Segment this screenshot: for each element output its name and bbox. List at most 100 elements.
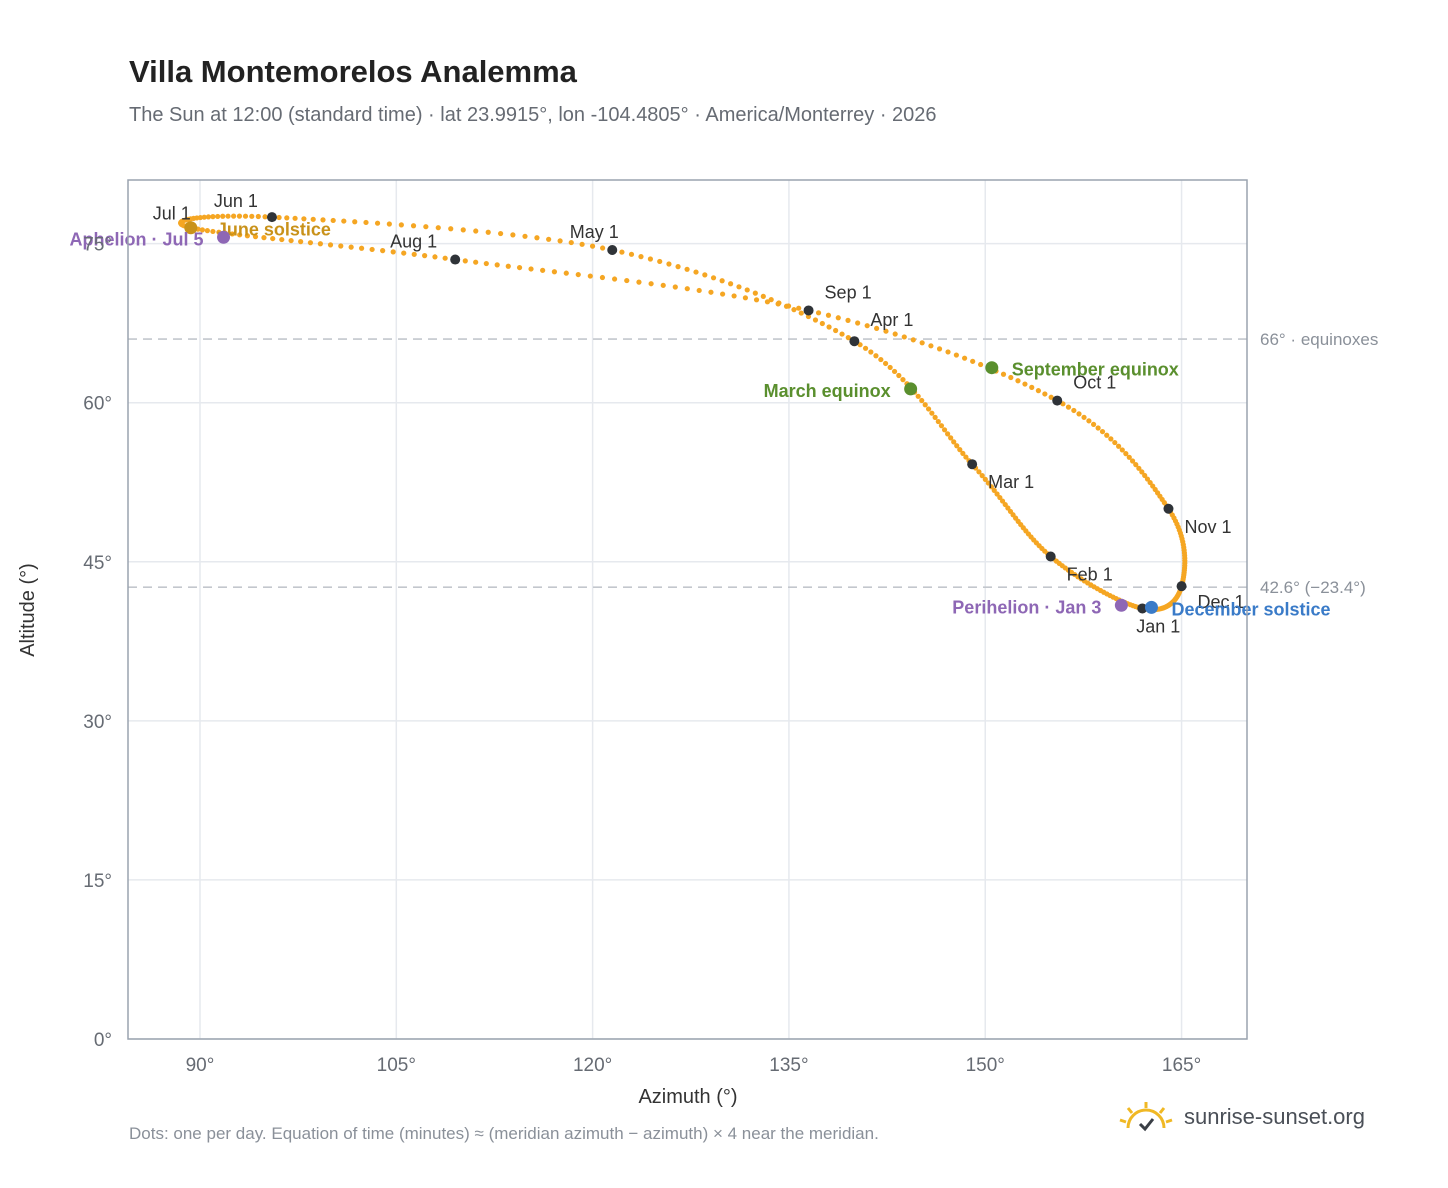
- daily-sun-dot: [708, 289, 714, 295]
- daily-sun-dot: [936, 346, 943, 352]
- event-marker-dot: [217, 230, 231, 244]
- daily-sun-dot: [534, 235, 540, 241]
- daily-sun-dot: [1123, 451, 1129, 457]
- daily-sun-dot: [1139, 469, 1145, 475]
- month-marker-dot: [266, 212, 277, 223]
- brand[interactable]: sunrise-sunset.org: [1118, 1100, 1365, 1134]
- daily-sun-dot: [1108, 436, 1114, 442]
- daily-sun-dot: [660, 282, 666, 288]
- daily-sun-dot: [380, 248, 386, 254]
- daily-sun-dot: [201, 214, 207, 220]
- daily-sun-dot: [611, 276, 618, 282]
- daily-sun-dot: [864, 323, 870, 329]
- daily-sun-dot: [599, 274, 606, 281]
- daily-sun-dot: [369, 246, 375, 253]
- daily-sun-dot: [742, 295, 749, 301]
- daily-sun-dot: [862, 345, 869, 351]
- daily-sun-dot: [199, 227, 205, 233]
- daily-sun-dot: [994, 491, 1000, 497]
- daily-sun-dot: [292, 215, 298, 221]
- x-tick-label: 150°: [966, 1055, 1005, 1076]
- daily-sun-dot: [252, 234, 259, 240]
- daily-sun-dot: [882, 360, 889, 367]
- daily-sun-dot: [540, 267, 546, 273]
- axes: 90° 105° 120° 135° 150° 165° 0° 15° 30° 45° 60° 75°: [83, 235, 1201, 1076]
- daily-sun-dot: [587, 273, 593, 279]
- daily-sun-dot: [510, 232, 516, 238]
- chart-subtitle: The Sun at 12:00 (standard time) · lat 2…: [129, 104, 937, 126]
- month-marker-label: Aug 1: [390, 232, 437, 252]
- daily-sun-dot: [960, 450, 966, 456]
- daily-sun-dot: [675, 264, 681, 270]
- daily-sun-dot: [997, 494, 1003, 501]
- daily-sun-dot: [900, 377, 906, 383]
- daily-sun-dot: [320, 217, 326, 223]
- month-marker-dot: [803, 305, 814, 316]
- daily-sun-dot: [720, 291, 726, 297]
- daily-sun-dot: [791, 307, 797, 313]
- daily-sun-dot: [935, 418, 941, 425]
- sun-logo-icon: [1119, 1102, 1173, 1132]
- daily-sun-dot: [261, 235, 267, 241]
- daily-sun-dot: [386, 221, 392, 227]
- daily-sun-dot: [928, 343, 934, 349]
- daily-sun-dot: [932, 414, 938, 420]
- daily-sun-dot: [307, 240, 314, 246]
- daily-sun-dot: [310, 216, 316, 222]
- daily-sun-dot: [568, 239, 574, 246]
- daily-sun-dot: [255, 213, 261, 220]
- daily-sun-dot: [619, 249, 625, 255]
- x-tick-label: 165°: [1162, 1055, 1201, 1076]
- daily-sun-dot: [775, 301, 781, 307]
- event-marker-label: June solstice: [217, 220, 331, 240]
- daily-sun-dot: [485, 229, 491, 235]
- daily-sun-dot: [919, 397, 925, 404]
- daily-sun-dot: [702, 272, 708, 278]
- daily-sun-dot: [505, 263, 511, 269]
- month-marker-label: May 1: [570, 222, 619, 242]
- x-tick-label: 105°: [377, 1055, 416, 1076]
- daily-sun-dot: [494, 262, 500, 268]
- daily-sun-dot: [915, 393, 921, 399]
- daily-sun-dot: [752, 290, 758, 296]
- daily-sun-dot: [922, 402, 928, 408]
- daily-sun-dot: [825, 312, 832, 318]
- daily-sun-dot: [954, 443, 960, 449]
- daily-sun-dot: [948, 435, 954, 441]
- daily-sun-dot: [374, 220, 381, 226]
- daily-sun-dot: [1065, 404, 1072, 410]
- month-marker-dot: [849, 336, 860, 347]
- daily-sun-dot: [358, 245, 365, 251]
- daily-sun-dot: [815, 310, 822, 316]
- daily-sun-dot: [483, 260, 489, 267]
- daily-sun-dot: [953, 352, 959, 358]
- daily-sun-dot: [785, 303, 792, 309]
- daily-sun-dot: [327, 242, 334, 248]
- daily-sun-dot: [589, 243, 596, 249]
- daily-sun-dot: [220, 213, 226, 219]
- daily-sun-dot: [696, 287, 702, 294]
- daily-sun-dot: [901, 334, 907, 340]
- daily-sun-dot: [796, 305, 802, 311]
- month-marker-label: Mar 1: [988, 472, 1034, 492]
- y-tick-label: 75°: [83, 235, 112, 256]
- daily-sun-dot: [1099, 428, 1106, 435]
- daily-sun-dot: [1081, 414, 1087, 420]
- daily-sun-dot: [753, 297, 760, 303]
- daily-sun-dot: [845, 317, 851, 323]
- event-marker-dot: [1144, 600, 1158, 614]
- daily-sun-dot: [563, 270, 569, 276]
- x-tick-label: 120°: [573, 1055, 612, 1076]
- daily-sun-dot: [684, 286, 690, 292]
- daily-sun-dot: [338, 243, 344, 249]
- event-marker-dot: [184, 221, 198, 235]
- daily-sun-dot: [579, 241, 585, 247]
- daily-sun-dot: [1116, 443, 1122, 449]
- daily-sun-dot: [1142, 472, 1148, 479]
- daily-sun-dot: [528, 266, 534, 272]
- daily-sun-dot: [982, 476, 988, 482]
- daily-sun-dot: [284, 215, 290, 221]
- daily-sun-dot: [341, 218, 347, 224]
- daily-sun-dot: [516, 264, 523, 271]
